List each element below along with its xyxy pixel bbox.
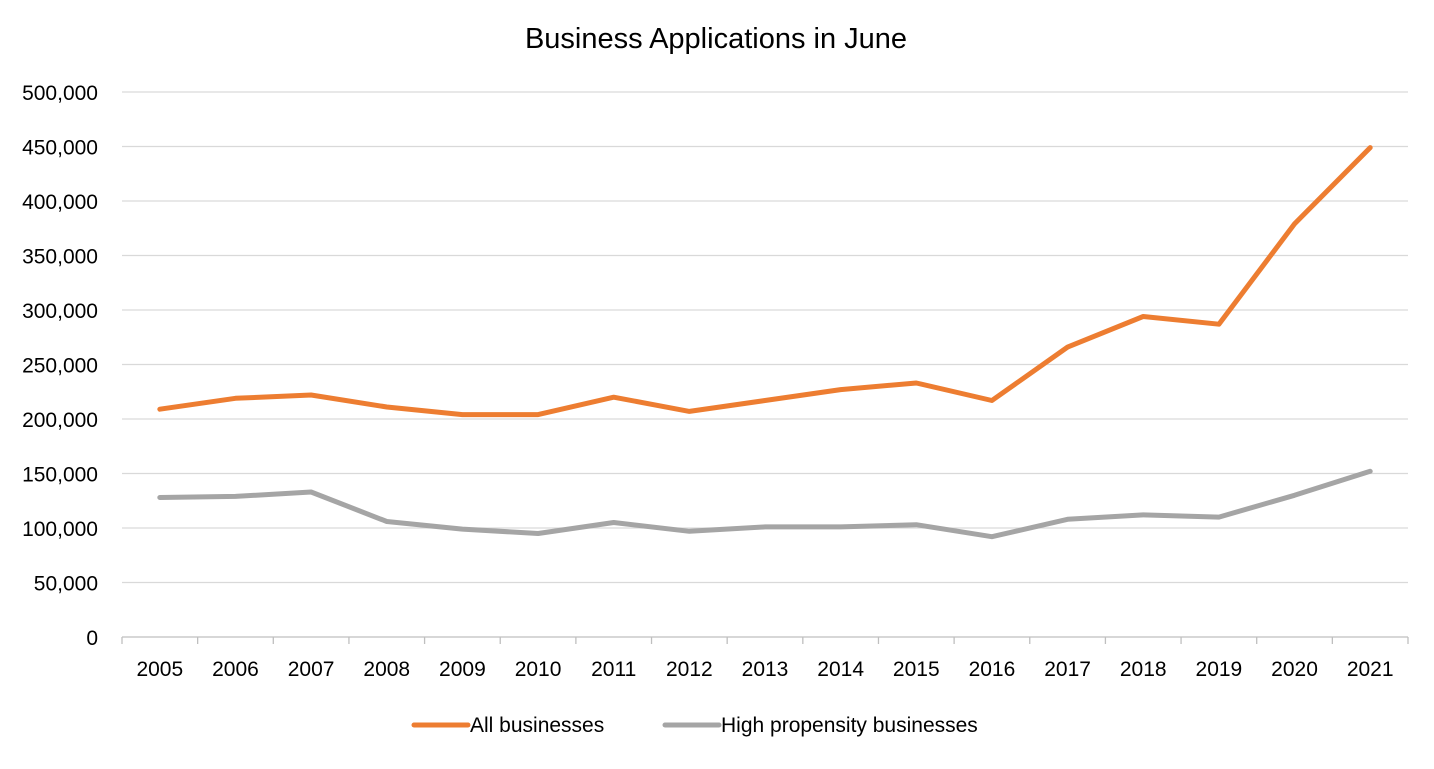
x-tick-label: 2005 — [136, 658, 183, 681]
y-tick-label: 500,000 — [22, 82, 98, 105]
y-axis: 0 50,000 100,000 150,000 200,000 250,000 300,0… — [22, 82, 98, 650]
x-tick-label: 2018 — [1120, 658, 1167, 681]
y-tick-label: 250,000 — [22, 355, 98, 378]
x-tick-label: 2019 — [1196, 658, 1243, 681]
x-tick-label: 2016 — [969, 658, 1016, 681]
chart-title: Business Applications in June — [525, 23, 907, 55]
y-tick-label: 150,000 — [22, 464, 98, 487]
x-tick-label: 2013 — [742, 658, 789, 681]
y-tick-label: 100,000 — [22, 518, 98, 541]
gridlines — [122, 92, 1408, 583]
y-tick-label: 200,000 — [22, 409, 98, 432]
legend-label: High propensity businesses — [721, 714, 978, 737]
x-tick-label: 2012 — [666, 658, 713, 681]
x-tick-label: 2020 — [1271, 658, 1318, 681]
legend: All businesses High propensity businesses — [414, 714, 978, 737]
y-tick-label: 50,000 — [34, 573, 98, 596]
y-tick-label: 400,000 — [22, 191, 98, 214]
y-tick-label: 0 — [86, 627, 98, 650]
x-tick-label: 2015 — [893, 658, 940, 681]
x-tick-label: 2008 — [363, 658, 410, 681]
legend-label: All businesses — [470, 714, 604, 737]
x-tick-label: 2021 — [1347, 658, 1394, 681]
x-tick-label: 2009 — [439, 658, 486, 681]
series-lines — [160, 147, 1371, 536]
y-tick-label: 300,000 — [22, 300, 98, 323]
series-line-0 — [160, 148, 1370, 415]
x-tick-label: 2011 — [591, 658, 636, 681]
x-axis: 2005 2006 2007 2008 2009 2010 2011 2012 2013 2014… — [122, 637, 1408, 681]
x-tick-label: 2006 — [212, 658, 259, 681]
x-tick-label: 2014 — [817, 658, 864, 681]
x-tick-label: 2017 — [1044, 658, 1091, 681]
y-tick-label: 450,000 — [22, 137, 98, 160]
y-tick-label: 350,000 — [22, 246, 98, 269]
x-tick-label: 2007 — [288, 658, 335, 681]
x-tick-label: 2010 — [515, 658, 562, 681]
